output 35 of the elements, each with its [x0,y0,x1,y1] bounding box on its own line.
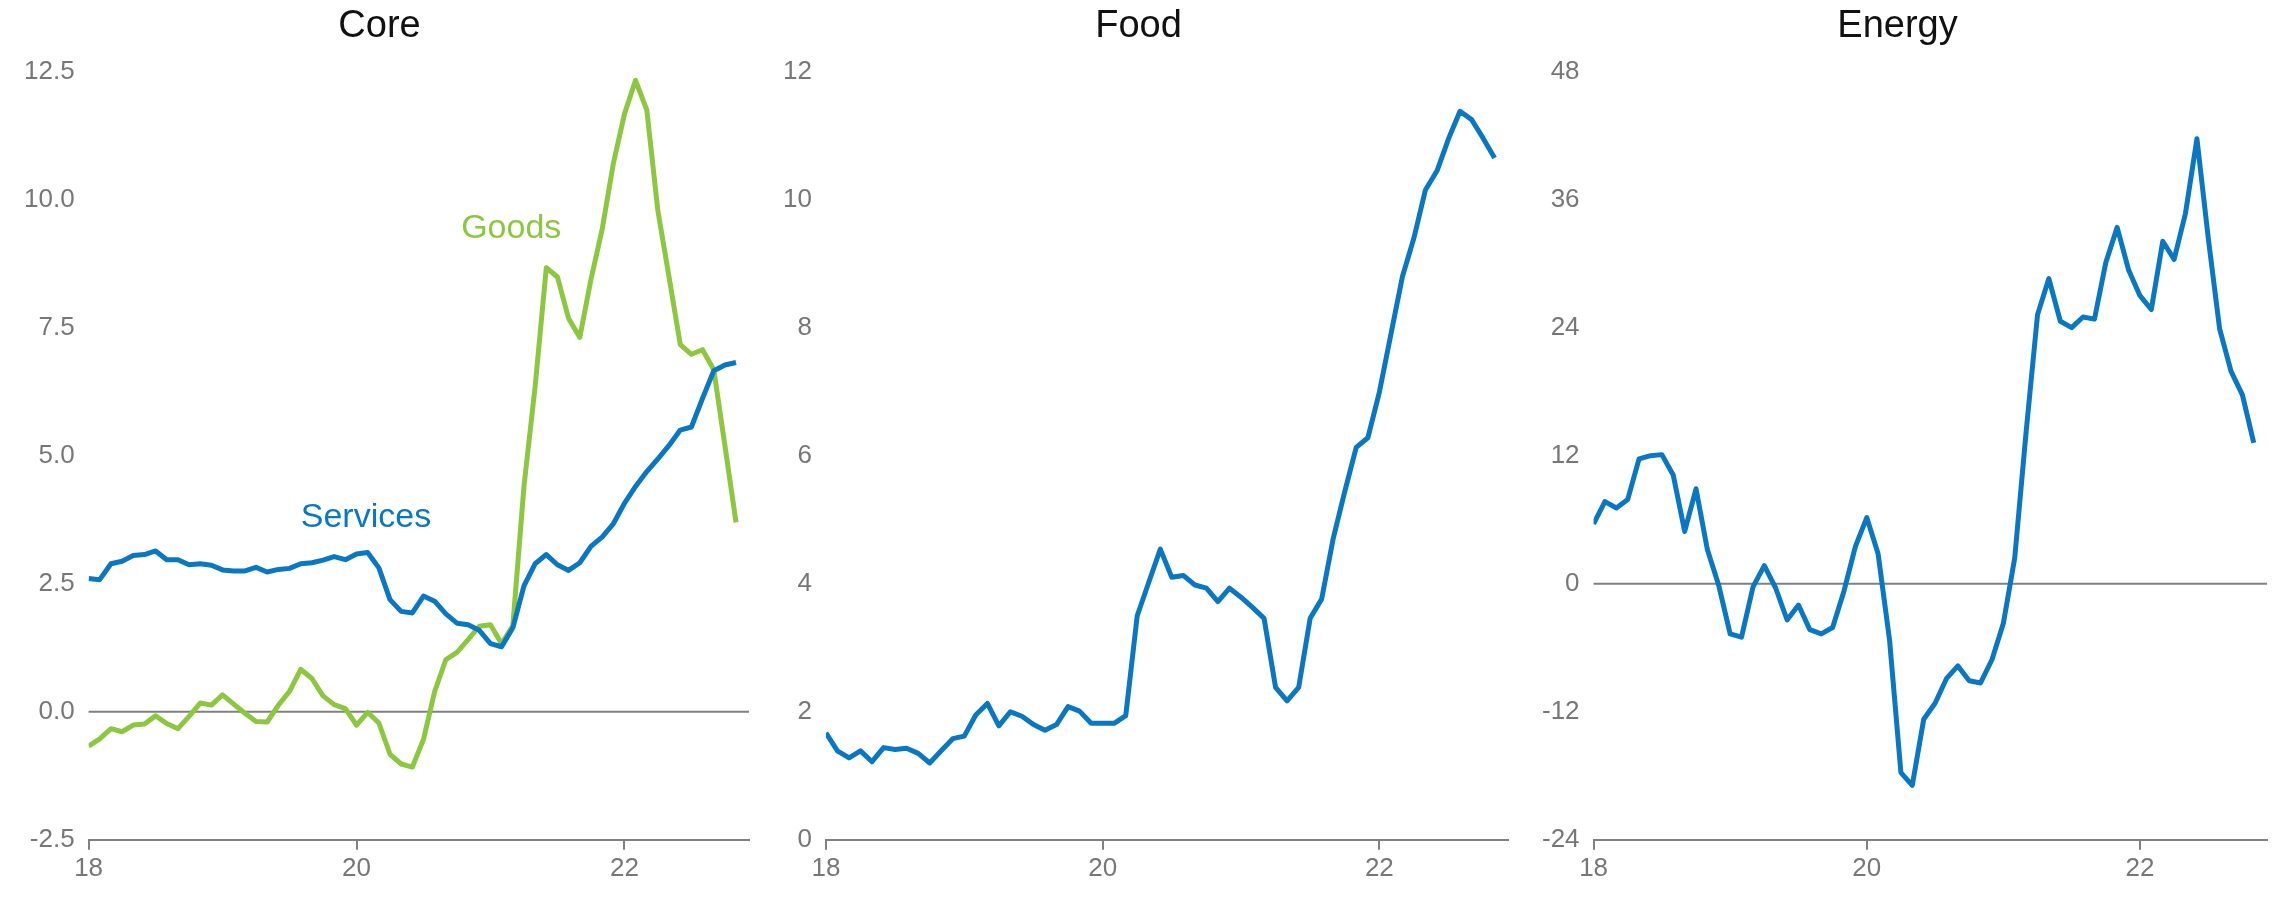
chart-title: Energy [1837,3,1958,46]
y-tick-label: 10 [783,182,812,213]
y-tick-label: 2.5 [38,566,75,597]
y-tick-label: 24 [1550,310,1580,341]
y-tick-label: 12 [1550,438,1580,469]
y-tick-label: 8 [797,310,812,341]
y-tick-label: 4 [797,566,812,597]
y-tick-label: 36 [1550,182,1580,213]
y-tick-label: 7.5 [38,310,75,341]
x-tick-label: 22 [2125,851,2155,882]
y-tick-label: 12.5 [23,54,75,85]
x-tick-label: 20 [1088,851,1118,882]
chart-title: Core [338,3,421,46]
y-tick-label: 6 [797,438,812,469]
y-tick-label: 5.0 [38,438,75,469]
x-tick-label: 20 [342,851,371,882]
y-tick-label: -24 [1542,822,1580,853]
x-tick-label: 18 [74,851,104,882]
series-label: Goods [461,207,562,246]
y-tick-label: 0 [797,822,812,853]
chart-title: Food [1095,3,1182,46]
x-tick-label: 18 [811,851,841,882]
x-tick-label: 18 [1579,851,1609,882]
x-tick-label: 22 [1364,851,1394,882]
y-tick-label: 48 [1550,54,1580,85]
y-tick-label: 2 [797,694,812,725]
y-tick-label: 12 [783,54,812,85]
x-tick-label: 20 [1852,851,1882,882]
y-tick-label: 0.0 [38,694,75,725]
y-tick-label: -12 [1542,694,1580,725]
series-label: Services [300,495,432,534]
y-tick-label: 10.0 [23,182,75,213]
y-tick-label: -2.5 [29,822,75,853]
x-tick-label: 22 [609,851,639,882]
y-tick-label: 0 [1565,566,1580,597]
